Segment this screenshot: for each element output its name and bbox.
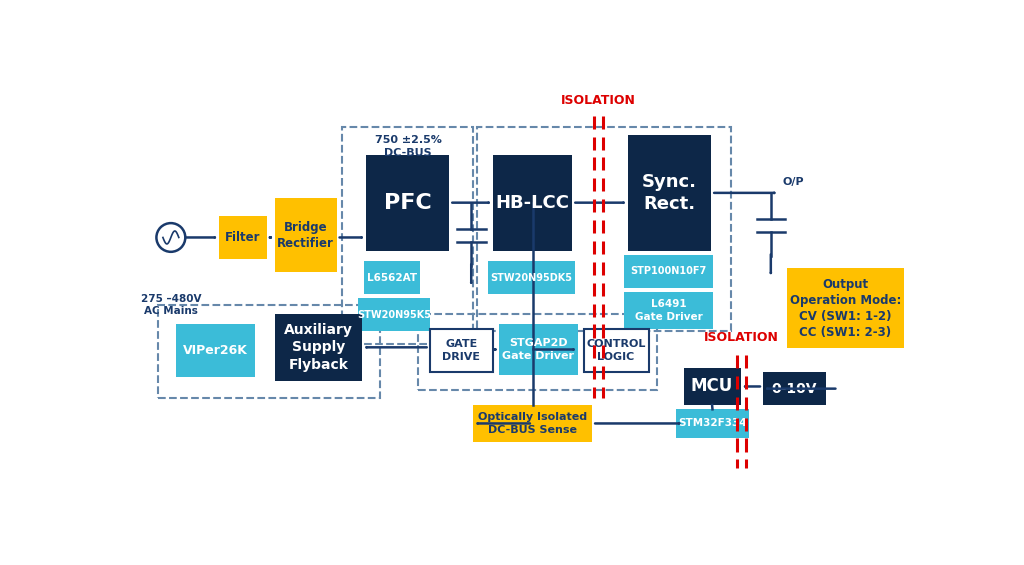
Text: PFC: PFC <box>384 193 432 212</box>
FancyBboxPatch shape <box>367 155 450 250</box>
FancyBboxPatch shape <box>584 329 648 372</box>
Text: L6491
Gate Driver: L6491 Gate Driver <box>635 299 702 321</box>
Text: STP100N10F7: STP100N10F7 <box>631 266 707 276</box>
FancyBboxPatch shape <box>624 255 713 288</box>
Text: Filter: Filter <box>225 231 261 244</box>
Text: Auxiliary
Supply
Flyback: Auxiliary Supply Flyback <box>284 323 353 372</box>
Text: VIPer26K: VIPer26K <box>183 344 248 357</box>
FancyBboxPatch shape <box>624 292 713 329</box>
Bar <box>418 314 657 390</box>
FancyBboxPatch shape <box>473 405 592 442</box>
Text: Bridge
Rectifier: Bridge Rectifier <box>278 221 334 250</box>
Text: STGAP2D
Gate Driver: STGAP2D Gate Driver <box>503 338 574 360</box>
Text: 275 –480V
AC Mains: 275 –480V AC Mains <box>140 294 201 316</box>
FancyBboxPatch shape <box>358 298 430 331</box>
FancyBboxPatch shape <box>786 268 904 349</box>
FancyBboxPatch shape <box>499 324 578 375</box>
Text: ISOLATION: ISOLATION <box>561 94 636 107</box>
Text: 0-10V: 0-10V <box>772 381 817 395</box>
Text: CONTROL
LOGIC: CONTROL LOGIC <box>587 340 646 362</box>
FancyBboxPatch shape <box>274 198 337 272</box>
Bar <box>477 127 731 331</box>
Text: O/P: O/P <box>782 177 804 187</box>
FancyBboxPatch shape <box>676 409 750 437</box>
Text: STM32F334: STM32F334 <box>678 419 746 428</box>
Text: Output
Operation Mode:
CV (SW1: 1-2)
CC (SW1: 2-3): Output Operation Mode: CV (SW1: 1-2) CC … <box>790 277 901 338</box>
FancyBboxPatch shape <box>494 155 572 250</box>
FancyBboxPatch shape <box>763 372 826 405</box>
Text: STW20N95DK5: STW20N95DK5 <box>490 273 572 282</box>
Text: STW20N95K5: STW20N95K5 <box>356 310 431 320</box>
FancyBboxPatch shape <box>365 262 420 294</box>
FancyBboxPatch shape <box>274 314 362 381</box>
FancyBboxPatch shape <box>628 135 712 250</box>
FancyBboxPatch shape <box>684 368 740 405</box>
Text: MCU: MCU <box>691 377 733 395</box>
Text: HB-LCC: HB-LCC <box>496 194 569 212</box>
FancyBboxPatch shape <box>176 324 255 377</box>
Text: GATE
DRIVE: GATE DRIVE <box>442 340 480 362</box>
Bar <box>158 305 380 398</box>
FancyBboxPatch shape <box>430 329 494 372</box>
FancyBboxPatch shape <box>487 262 574 294</box>
Text: ISOLATION: ISOLATION <box>705 331 779 344</box>
Text: Optically Isolated
DC-BUS Sense: Optically Isolated DC-BUS Sense <box>478 412 588 434</box>
Text: L6562AT: L6562AT <box>368 273 418 282</box>
FancyBboxPatch shape <box>219 216 267 259</box>
Text: 750 ±2.5%
DC-BUS: 750 ±2.5% DC-BUS <box>375 135 441 158</box>
Bar <box>342 127 473 344</box>
Text: Sync.
Rect.: Sync. Rect. <box>642 173 697 213</box>
